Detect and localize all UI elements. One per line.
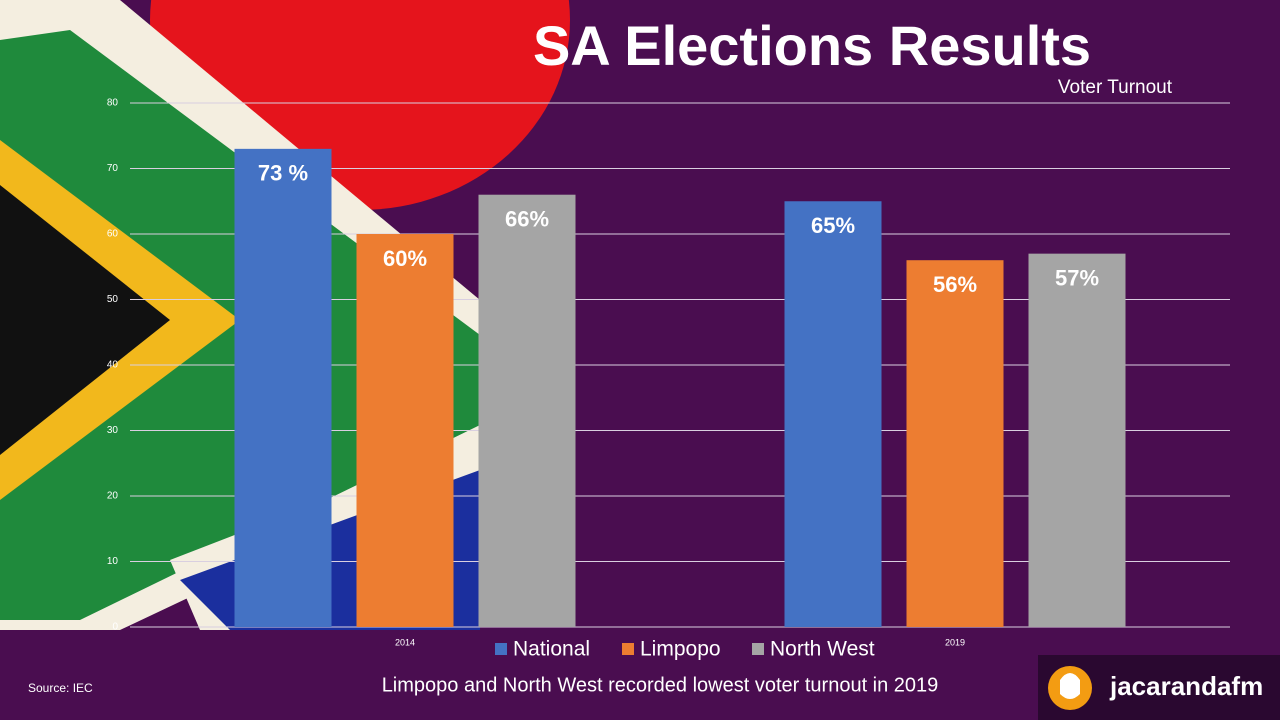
y-tick-label: 0 bbox=[112, 622, 118, 633]
legend-swatch bbox=[752, 643, 764, 655]
legend-swatch bbox=[622, 643, 634, 655]
y-tick-label: 20 bbox=[107, 491, 119, 502]
caption: Limpopo and North West recorded lowest v… bbox=[382, 674, 939, 696]
value-label: 65% bbox=[811, 213, 855, 238]
legend-label: North West bbox=[770, 638, 875, 661]
y-tick-label: 80 bbox=[107, 98, 119, 109]
source: Source: IEC bbox=[28, 681, 93, 695]
legend-label: Limpopo bbox=[640, 638, 721, 661]
bar bbox=[478, 194, 576, 627]
value-label: 56% bbox=[933, 272, 977, 297]
value-label: 66% bbox=[505, 207, 549, 232]
x-tick-label: 2014 bbox=[395, 637, 415, 647]
legend-label: National bbox=[513, 638, 590, 661]
logo-icon-detail bbox=[1060, 673, 1080, 699]
logo: jacarandafm bbox=[1109, 671, 1263, 701]
chart-title: SA Elections Results bbox=[533, 14, 1091, 77]
bar bbox=[784, 201, 882, 627]
bar bbox=[234, 148, 332, 627]
value-label: 73 % bbox=[258, 161, 308, 186]
y-tick-label: 10 bbox=[107, 556, 119, 567]
value-label: 60% bbox=[383, 246, 427, 271]
legend-swatch bbox=[495, 643, 507, 655]
x-tick-label: 2019 bbox=[945, 637, 965, 647]
y-tick-label: 60 bbox=[107, 229, 119, 240]
bar bbox=[356, 234, 454, 627]
y-tick-label: 70 bbox=[107, 163, 119, 174]
y-tick-label: 30 bbox=[107, 425, 119, 436]
bar bbox=[906, 260, 1004, 627]
value-label: 57% bbox=[1055, 265, 1099, 290]
y-tick-label: 40 bbox=[107, 360, 119, 371]
bar bbox=[1028, 253, 1126, 627]
chart-subtitle: Voter Turnout bbox=[1058, 77, 1173, 98]
y-tick-label: 50 bbox=[107, 294, 119, 305]
